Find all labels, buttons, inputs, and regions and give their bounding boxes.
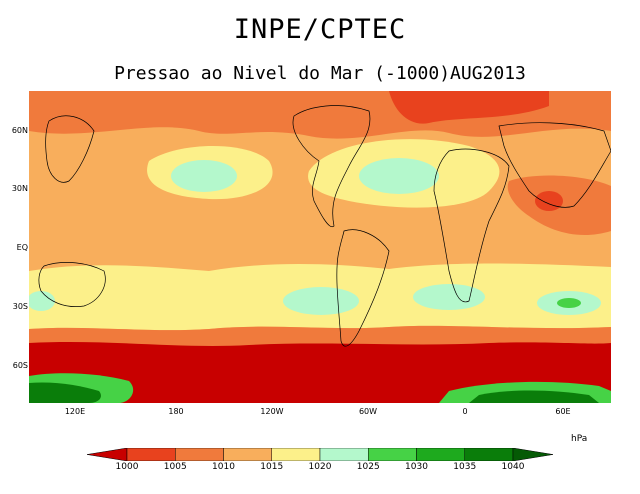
legend-swatch (126, 448, 176, 461)
south-pacific-high (283, 287, 359, 315)
lat-label-30n: 30N (11, 184, 28, 193)
lat-label-30s: 30S (12, 302, 28, 311)
legend-level-label: 1040 (501, 462, 525, 472)
pressure-map (29, 91, 611, 403)
south-atlantic-high (413, 284, 485, 310)
map-subtitle: Pressao ao Nivel do Mar (-1000)AUG2013 (114, 63, 526, 84)
legend-swatch (175, 448, 224, 461)
legend-level-label: 1035 (453, 462, 477, 472)
indian-ocean-core (557, 298, 581, 308)
legend-swatch (319, 448, 369, 461)
middle-east-low-core (535, 191, 563, 211)
legend-level-label: 1025 (356, 462, 380, 472)
antarctic-high-east-core (469, 390, 599, 403)
legend-swatch (271, 448, 321, 461)
coastlines (38, 105, 611, 347)
lon-label-60w: 60W (358, 407, 378, 416)
lon-label-120e: 120E (64, 407, 86, 416)
lat-label-60n: 60N (11, 126, 28, 135)
lon-label-60e: 60E (555, 407, 571, 416)
legend-level-label: 1020 (308, 462, 332, 472)
legend-level-label: 1010 (212, 462, 235, 472)
lon-label-0: 0 (462, 407, 468, 416)
legend-swatch (512, 448, 553, 461)
legend-unit: hPa (571, 434, 588, 444)
north-deep-low (389, 91, 549, 124)
lon-label-180: 180 (168, 407, 184, 416)
legend-swatch (87, 448, 128, 461)
legend-level-label: 1030 (405, 462, 428, 472)
legend-level-label: 1015 (260, 462, 284, 472)
legend-level-label: 1005 (163, 462, 187, 472)
australian-high (29, 291, 55, 311)
legend-level-label: 1000 (115, 462, 139, 472)
map-title: INPE/CPTEC (233, 14, 407, 45)
legend-swatch (416, 448, 465, 461)
legend-swatch (223, 448, 272, 461)
legend-swatch (368, 448, 417, 461)
north-atlantic-high (359, 158, 439, 194)
lat-label-eq: EQ (16, 243, 28, 252)
antarctic-high-west-core (29, 382, 101, 403)
legend-swatch (464, 448, 514, 461)
north-pacific-high (171, 160, 237, 192)
lat-label-60s: 60S (12, 361, 28, 370)
color-legend (87, 448, 553, 461)
lon-label-120w: 120W (260, 407, 284, 416)
